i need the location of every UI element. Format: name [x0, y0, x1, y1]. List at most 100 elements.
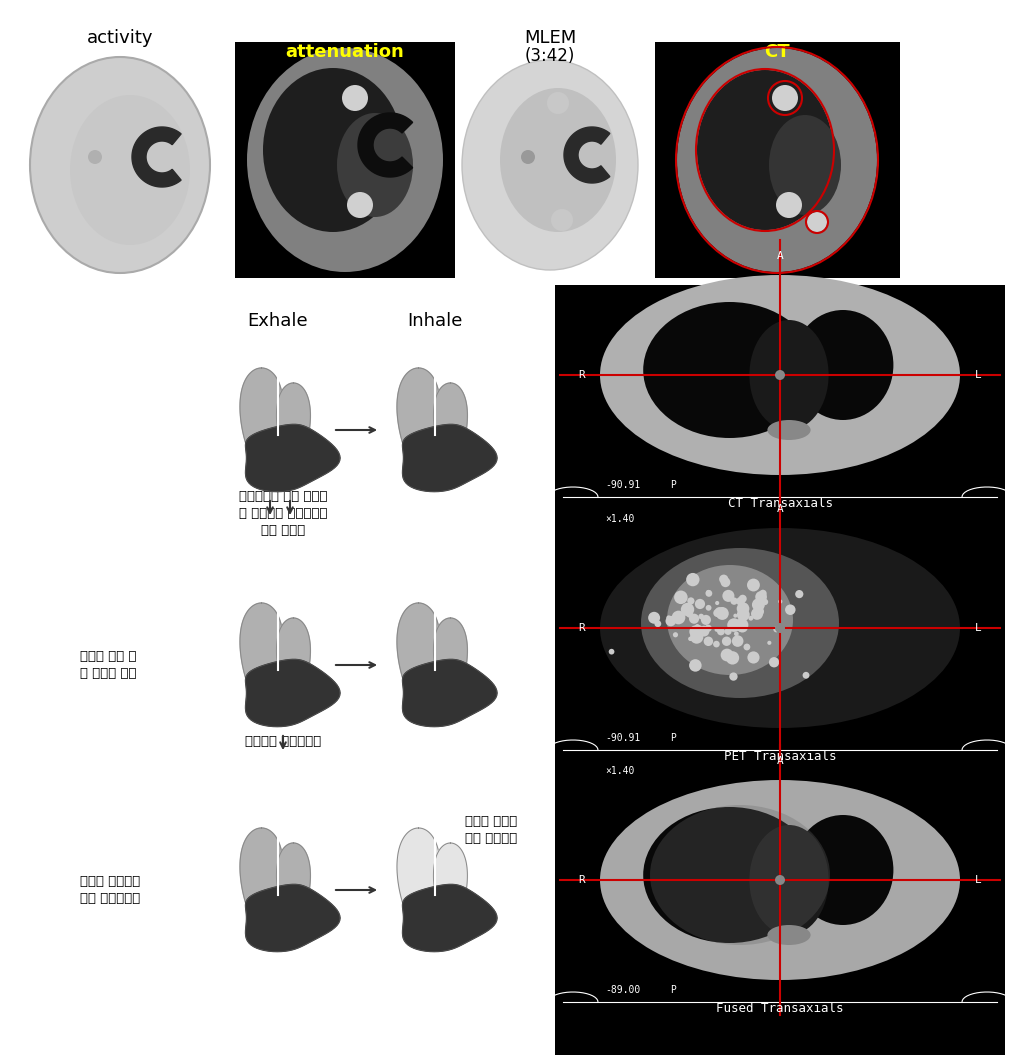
- Ellipse shape: [732, 635, 743, 647]
- Ellipse shape: [643, 302, 816, 438]
- Ellipse shape: [727, 618, 741, 632]
- Text: 폐용적 확장에
의한 감쏼보정: 폐용적 확장에 의한 감쏼보정: [465, 815, 518, 845]
- Text: Exhale: Exhale: [248, 312, 308, 330]
- Ellipse shape: [767, 925, 811, 945]
- Text: CT: CT: [764, 43, 790, 61]
- Text: P: P: [670, 480, 676, 490]
- Text: Fused Transaxials: Fused Transaxials: [716, 1002, 844, 1015]
- Ellipse shape: [701, 615, 711, 625]
- Ellipse shape: [600, 780, 960, 980]
- Ellipse shape: [641, 548, 839, 698]
- Ellipse shape: [773, 626, 779, 632]
- Ellipse shape: [769, 657, 779, 667]
- Ellipse shape: [688, 636, 693, 641]
- Polygon shape: [564, 127, 610, 183]
- Ellipse shape: [755, 591, 767, 603]
- Ellipse shape: [673, 632, 678, 638]
- Ellipse shape: [88, 150, 102, 164]
- Text: -90.91: -90.91: [605, 733, 640, 743]
- Text: A: A: [776, 251, 784, 261]
- Ellipse shape: [737, 608, 750, 622]
- Ellipse shape: [747, 578, 760, 592]
- Text: R: R: [578, 623, 585, 633]
- Ellipse shape: [793, 310, 894, 420]
- Polygon shape: [276, 383, 310, 467]
- Ellipse shape: [694, 625, 703, 634]
- Ellipse shape: [704, 636, 713, 646]
- Ellipse shape: [752, 598, 765, 611]
- Ellipse shape: [680, 603, 695, 616]
- Text: A: A: [776, 756, 784, 766]
- Polygon shape: [402, 884, 497, 952]
- Ellipse shape: [719, 575, 728, 584]
- Ellipse shape: [753, 606, 764, 616]
- Ellipse shape: [705, 625, 712, 632]
- Text: P: P: [670, 733, 676, 743]
- Ellipse shape: [786, 605, 796, 615]
- Ellipse shape: [686, 611, 693, 617]
- Ellipse shape: [600, 275, 960, 475]
- Ellipse shape: [650, 805, 830, 945]
- Ellipse shape: [677, 48, 877, 272]
- Ellipse shape: [736, 597, 745, 606]
- Ellipse shape: [521, 150, 535, 164]
- Ellipse shape: [695, 598, 705, 609]
- Ellipse shape: [263, 68, 403, 232]
- Polygon shape: [276, 843, 310, 927]
- Bar: [555, 285, 1005, 1055]
- Ellipse shape: [706, 590, 711, 595]
- Ellipse shape: [551, 209, 573, 231]
- Ellipse shape: [749, 825, 829, 935]
- Ellipse shape: [500, 88, 616, 232]
- Ellipse shape: [737, 603, 749, 615]
- Ellipse shape: [759, 590, 766, 597]
- Text: 호흡에의한 간과 횟경막
의 움직임과 심장박동에
의한 움직임: 호흡에의한 간과 횟경막 의 움직임과 심장박동에 의한 움직임: [239, 490, 328, 537]
- Ellipse shape: [723, 590, 734, 602]
- Ellipse shape: [706, 590, 713, 597]
- Ellipse shape: [648, 612, 660, 624]
- Text: attenuation: attenuation: [286, 43, 404, 61]
- Ellipse shape: [713, 641, 720, 647]
- Ellipse shape: [688, 613, 700, 624]
- Ellipse shape: [715, 600, 719, 605]
- Ellipse shape: [803, 671, 810, 679]
- Ellipse shape: [743, 644, 750, 650]
- Text: 횟경막의 상하움직임: 횟경막의 상하움직임: [245, 735, 321, 748]
- Ellipse shape: [643, 807, 816, 943]
- Ellipse shape: [547, 92, 569, 114]
- Text: P: P: [670, 985, 676, 995]
- Polygon shape: [246, 884, 340, 952]
- Ellipse shape: [772, 85, 798, 111]
- Polygon shape: [132, 127, 181, 187]
- Bar: [235, 42, 455, 279]
- Ellipse shape: [671, 611, 685, 625]
- Ellipse shape: [713, 609, 722, 617]
- Text: -89.00: -89.00: [605, 985, 640, 995]
- Text: (3:42): (3:42): [525, 47, 575, 65]
- Ellipse shape: [687, 597, 695, 605]
- Text: L: L: [975, 370, 982, 380]
- Ellipse shape: [796, 590, 804, 598]
- Ellipse shape: [767, 420, 811, 439]
- Ellipse shape: [700, 604, 704, 608]
- Ellipse shape: [733, 613, 737, 617]
- Ellipse shape: [775, 875, 785, 885]
- Ellipse shape: [665, 616, 676, 626]
- Polygon shape: [358, 113, 412, 177]
- Ellipse shape: [722, 650, 727, 654]
- Ellipse shape: [698, 629, 704, 635]
- Ellipse shape: [717, 628, 725, 635]
- Ellipse shape: [769, 115, 841, 215]
- Ellipse shape: [30, 57, 210, 273]
- Bar: [655, 42, 900, 279]
- Ellipse shape: [699, 626, 710, 636]
- Ellipse shape: [715, 627, 719, 632]
- Text: CT Transaxials: CT Transaxials: [728, 497, 832, 510]
- Ellipse shape: [690, 659, 702, 671]
- Text: L: L: [975, 875, 982, 885]
- Ellipse shape: [337, 113, 413, 217]
- Ellipse shape: [666, 615, 671, 621]
- Ellipse shape: [726, 651, 739, 665]
- Ellipse shape: [725, 628, 732, 635]
- Ellipse shape: [762, 598, 768, 605]
